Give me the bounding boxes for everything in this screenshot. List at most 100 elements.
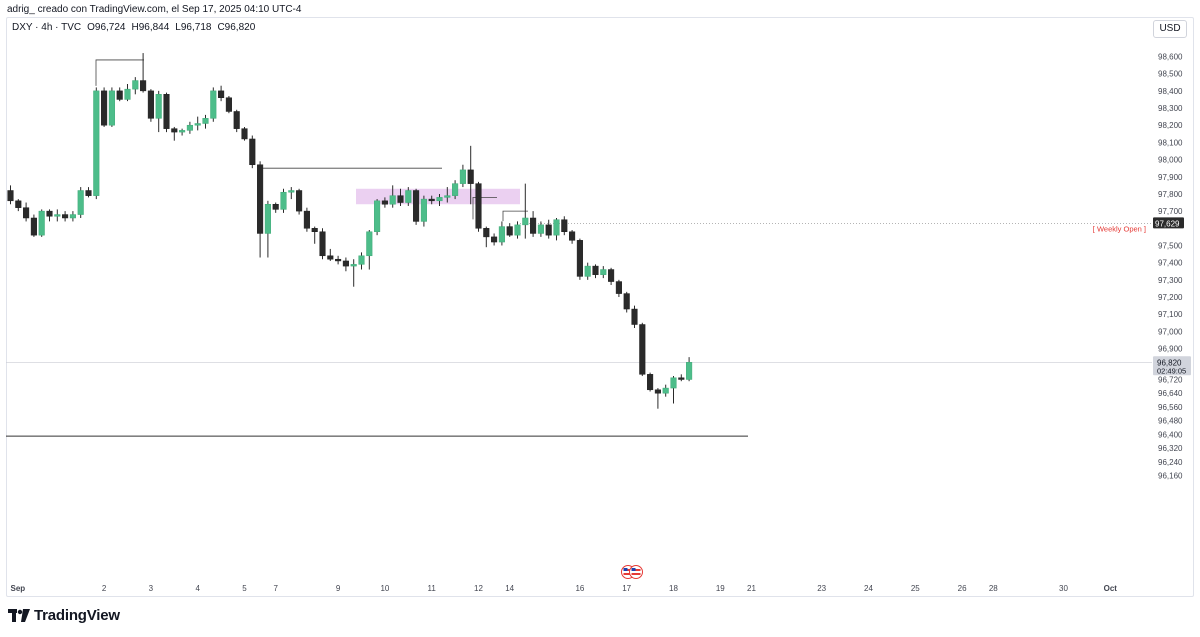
candle-body (475, 183, 482, 229)
candle-body (124, 88, 131, 100)
y-tick-label: 98,400 (1158, 87, 1183, 96)
candle-body (670, 377, 677, 389)
y-tick-label: 97,000 (1158, 327, 1183, 336)
y-tick-label: 97,800 (1158, 190, 1183, 199)
symbol-legend: DXY · 4h · TVC O96,724 H96,844 L96,718 C… (12, 22, 255, 33)
tradingview-logo-icon (8, 608, 30, 622)
y-tick-label: 98,500 (1158, 70, 1183, 79)
candle-body (303, 210, 310, 229)
candle-body (7, 190, 14, 202)
candle-body (288, 190, 295, 193)
candle-body (210, 90, 217, 119)
candle-body (662, 387, 669, 394)
y-tick-label: 98,100 (1158, 138, 1183, 147)
candle-body (592, 265, 599, 275)
candle-body (257, 164, 264, 234)
candle-body (108, 90, 115, 126)
y-tick-label: 96,480 (1158, 417, 1183, 426)
candle-body (319, 231, 326, 257)
candle-body (561, 219, 568, 232)
candle-body (389, 195, 396, 205)
candle-body (335, 258, 342, 262)
candle-body (280, 191, 287, 210)
candle-body (93, 90, 100, 196)
candle-body (241, 128, 248, 140)
x-tick-label: 18 (669, 584, 678, 593)
x-tick-label: 23 (817, 584, 826, 593)
x-tick-label: 19 (716, 584, 725, 593)
candle-body (397, 195, 404, 203)
x-tick-label: 5 (242, 584, 247, 593)
candle-body (30, 217, 37, 236)
flag-canton (631, 568, 636, 571)
candle-body (654, 389, 661, 394)
bar-countdown: 02:49:05 (1157, 366, 1186, 375)
candle-body (506, 226, 513, 236)
candle-body (537, 224, 544, 234)
candle-body (342, 260, 349, 267)
candle-body (350, 264, 357, 267)
candle-body (459, 169, 466, 184)
candle-body (569, 231, 576, 241)
candle-body (647, 374, 654, 391)
candle-body (296, 190, 303, 212)
x-tick-label: 25 (911, 584, 920, 593)
y-tick-label: 96,560 (1158, 403, 1183, 412)
x-tick-label: 7 (273, 584, 278, 593)
candle-body (38, 210, 45, 236)
candle-body (686, 362, 693, 380)
y-tick-label: 97,700 (1158, 207, 1183, 216)
us-event-flag-icon (629, 565, 643, 579)
x-tick-label: 28 (989, 584, 998, 593)
candle-body (54, 214, 61, 217)
candle-body (452, 183, 459, 196)
x-tick-label: 12 (474, 584, 483, 593)
y-tick-label: 98,000 (1158, 156, 1183, 165)
y-tick-label: 96,640 (1158, 389, 1183, 398)
candle-body (116, 90, 123, 100)
candle-body (420, 198, 427, 222)
ohlc-high: H96,844 (131, 22, 170, 33)
candle-body (608, 269, 615, 282)
candle-body (553, 219, 560, 236)
candle-body (23, 207, 30, 219)
y-tick-label: 97,900 (1158, 173, 1183, 182)
symbol-label[interactable]: DXY · 4h · TVC (12, 22, 82, 33)
currency-button[interactable]: USD (1153, 20, 1187, 38)
weekly-open-badge (1153, 217, 1184, 229)
y-tick-label: 98,300 (1158, 104, 1183, 113)
candle-body (491, 236, 498, 243)
candle-body (311, 228, 318, 232)
candle-body (381, 200, 388, 205)
candle-body (428, 198, 435, 202)
weekly-open-price: 97,629 (1155, 219, 1180, 228)
candle-body (530, 217, 537, 234)
tradingview-wordmark: TradingView (34, 607, 120, 624)
x-tick-label: Sep (11, 584, 26, 593)
ohlc-low: L96,718 (175, 22, 212, 33)
y-tick-label: 96,720 (1158, 375, 1183, 384)
x-tick-label: 21 (747, 584, 756, 593)
x-tick-label: 11 (428, 584, 437, 593)
candle-body (545, 224, 552, 236)
candle-body (186, 124, 193, 131)
y-tick-label: 98,200 (1158, 121, 1183, 130)
x-tick-label: 10 (380, 584, 389, 593)
candle-body (522, 217, 529, 226)
y-tick-label: 97,300 (1158, 276, 1183, 285)
candle-body (62, 214, 69, 219)
candle-body (600, 269, 607, 275)
y-tick-label: 96,400 (1158, 430, 1183, 439)
candle-body (155, 94, 162, 119)
flag-stripe (623, 569, 633, 571)
candle-body (147, 90, 154, 119)
flag-stripe (631, 569, 641, 571)
ohlc-close: C96,820 (217, 22, 256, 33)
candle-body (272, 203, 279, 210)
candle-body (405, 190, 412, 203)
candle-body (233, 111, 240, 129)
x-tick-label: 9 (336, 584, 341, 593)
x-tick-label: 17 (622, 584, 631, 593)
candle-body (179, 130, 186, 133)
